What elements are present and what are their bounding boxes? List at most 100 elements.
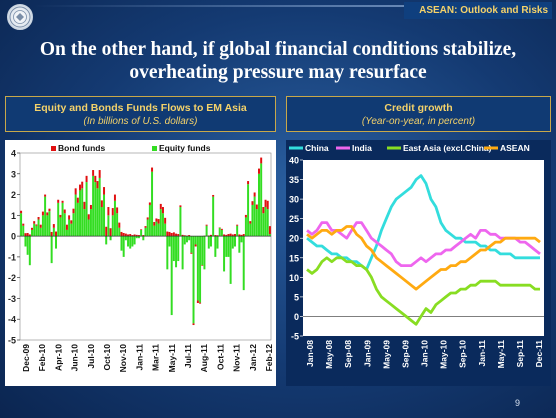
equity-bar — [185, 236, 188, 243]
left-chart-title: Equity and Bonds Funds Flows to EM Asia — [34, 102, 247, 114]
equity-bar — [46, 215, 49, 237]
bond-bar — [170, 232, 173, 237]
equity-bar — [236, 225, 239, 237]
equity-bar — [92, 175, 95, 237]
bond-bar — [135, 234, 138, 237]
equity-bar — [188, 236, 191, 241]
bond-bar — [122, 232, 125, 237]
y-tick-label: 3 — [11, 169, 16, 179]
x-tick-label: Nov-10 — [118, 344, 128, 373]
equity-bar — [166, 236, 169, 270]
bond-bar — [255, 204, 258, 210]
equity-bar — [194, 236, 197, 245]
equity-bar — [98, 177, 101, 237]
x-tick-label: May-09 — [381, 340, 391, 369]
equity-bar — [44, 196, 47, 237]
bond-bar — [172, 232, 175, 237]
bond-bar — [52, 224, 55, 228]
equity-bar — [118, 227, 121, 237]
equity-bar — [41, 215, 44, 237]
equity-bar — [220, 229, 223, 237]
bond-bar — [127, 234, 130, 237]
bond-bar — [153, 221, 156, 226]
bond-bar — [131, 235, 134, 237]
x-tick-label: Apr-10 — [53, 344, 63, 371]
bond-bar — [223, 234, 226, 237]
bond-bar — [225, 234, 228, 237]
slide-title-line-2: overheating pressure may resurface — [129, 62, 427, 83]
x-tick-label: Jan-11 — [477, 340, 487, 367]
legend-label-bond: Bond funds — [58, 143, 105, 153]
bond-bar — [192, 323, 195, 326]
bond-bar — [157, 219, 160, 224]
bond-bar — [83, 201, 86, 210]
bond-bar — [264, 199, 267, 208]
x-tick-label: Jul-11 — [183, 344, 193, 368]
equity-bar — [258, 173, 260, 237]
equity-bar — [148, 204, 151, 237]
bond-bar — [212, 194, 215, 197]
bond-bar — [251, 201, 254, 205]
bond-bar — [100, 200, 103, 208]
equity-bar — [107, 215, 110, 237]
series-line-india — [306, 221, 541, 267]
bond-bar — [236, 224, 239, 226]
equity-bar — [20, 213, 23, 237]
equity-bar — [201, 236, 204, 266]
bond-bar — [81, 181, 84, 189]
plot-area — [303, 160, 544, 336]
equity-bar — [164, 223, 167, 237]
bond-bar — [109, 228, 112, 237]
equity-bar — [172, 236, 175, 262]
bond-bar — [92, 170, 95, 176]
bond-bar — [65, 224, 68, 230]
bond-bar — [242, 234, 245, 237]
bond-bar — [48, 208, 51, 212]
equity-bar — [24, 236, 27, 247]
equity-bar — [142, 236, 145, 241]
y-tick-label: 5 — [294, 292, 299, 302]
equity-bar — [140, 229, 143, 237]
equity-bar — [199, 236, 202, 303]
bond-bar — [44, 194, 47, 197]
x-tick-label: Jan-11 — [134, 344, 144, 371]
y-tick-label: -2 — [8, 273, 16, 283]
x-tick-label: Dec-11 — [534, 340, 544, 368]
equity-bar — [74, 194, 77, 237]
equity-bar — [151, 171, 154, 237]
y-tick-label: -1 — [8, 252, 16, 262]
equity-bar — [89, 209, 92, 237]
x-tick-label: Oct-10 — [102, 344, 112, 371]
equity-bar — [87, 219, 90, 237]
imf-seal-logo — [7, 4, 33, 30]
bond-bar — [85, 175, 88, 183]
bond-bar — [168, 231, 171, 237]
equity-bar — [240, 236, 243, 243]
equity-bar — [212, 196, 215, 237]
equity-bar — [203, 236, 206, 270]
bond-bar — [181, 234, 184, 237]
bond-bar — [96, 181, 99, 189]
equity-bar — [96, 188, 99, 237]
equity-bar — [255, 209, 258, 237]
y-tick-label: 25 — [289, 214, 299, 224]
equity-bar — [205, 225, 208, 237]
equity-bar — [262, 213, 265, 237]
left-panel-header: Equity and Bonds Funds Flows to EM Asia … — [5, 96, 276, 132]
x-tick-label: Jul-10 — [86, 344, 96, 369]
equity-bar — [70, 223, 73, 237]
equity-bar — [50, 236, 53, 264]
left-chart-subtitle: (In billions of U.S. dollars) — [83, 116, 198, 127]
x-tick-label: Sep-08 — [343, 340, 353, 368]
series-line-east-asia — [306, 256, 540, 326]
bond-bar — [50, 231, 53, 237]
y-tick-label: 1 — [11, 211, 16, 221]
bond-bar — [214, 235, 217, 237]
y-tick-label: 0 — [11, 232, 16, 242]
bond-bar — [68, 215, 71, 220]
x-tick-label: Dec-09 — [21, 344, 31, 372]
credit-growth-chart: -5 0 5 10 15 20 25 30 35 40 China India East Asia (e… — [286, 140, 551, 386]
equity-bar — [214, 236, 217, 257]
bond-bar — [55, 231, 58, 237]
bond-bar — [59, 214, 62, 218]
